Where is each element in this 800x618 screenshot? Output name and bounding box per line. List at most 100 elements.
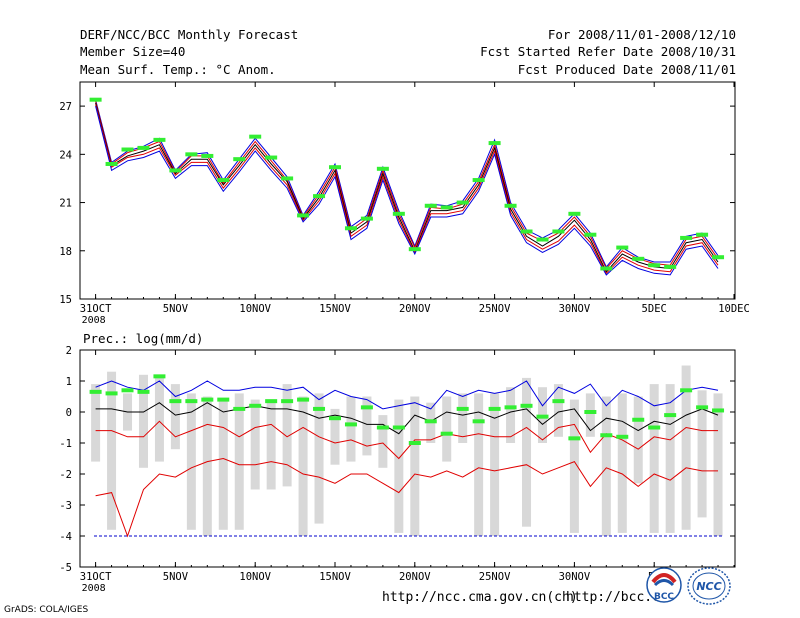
- observed-marker: [233, 157, 246, 162]
- range-bar: [506, 387, 516, 443]
- observed-marker: [568, 211, 581, 216]
- range-bar: [442, 396, 452, 462]
- range-bar: [490, 393, 500, 536]
- observed-marker: [680, 235, 693, 240]
- observed-marker: [105, 161, 118, 166]
- observed-marker: [504, 405, 517, 410]
- observed-marker: [376, 425, 389, 430]
- series-median: [95, 402, 719, 435]
- observed-marker: [105, 391, 118, 396]
- observed-marker: [552, 229, 565, 234]
- x-tick-label: 31OCT: [80, 571, 112, 583]
- x-tick-label: 15NOV: [319, 303, 351, 315]
- observed-marker: [233, 406, 246, 411]
- observed-marker: [344, 422, 357, 427]
- range-bar: [522, 377, 532, 527]
- observed-marker: [712, 408, 725, 413]
- observed-marker: [217, 178, 230, 183]
- observed-marker: [696, 405, 709, 410]
- x-tick-label: 15NOV: [319, 571, 351, 583]
- observed-marker: [648, 263, 661, 268]
- observed-marker: [392, 211, 405, 216]
- range-bar: [362, 396, 372, 456]
- range-bar: [601, 396, 611, 536]
- observed-marker: [265, 399, 278, 404]
- observed-marker: [568, 436, 581, 441]
- series-lower: [95, 105, 719, 276]
- forecast-started-date: Fcst Started Refer Date 2008/10/31: [480, 44, 736, 59]
- observed-marker: [616, 434, 629, 439]
- observed-marker: [696, 232, 709, 237]
- range-bar: [713, 393, 723, 536]
- x-tick-label: 10NOV: [239, 571, 271, 583]
- range-bar: [91, 384, 101, 462]
- forecast-produced-date: Fcst Produced Date 2008/11/01: [517, 62, 736, 77]
- x-tick-label: 5NOV: [163, 303, 189, 315]
- bcc-logo-text: BCC: [654, 592, 674, 602]
- plot-frame: [79, 349, 736, 568]
- observed-marker: [408, 247, 421, 252]
- observed-marker: [360, 405, 373, 410]
- observed-marker: [89, 97, 102, 102]
- observed-marker: [121, 388, 134, 393]
- x-tick-sublabel: 2008: [82, 583, 106, 594]
- x-tick-label: 30NOV: [559, 571, 591, 583]
- range-bar: [458, 393, 468, 443]
- range-bar: [474, 393, 484, 536]
- chart-title: DERF/NCC/BCC Monthly Forecast: [80, 27, 299, 42]
- y-tick-label: 24: [59, 149, 72, 161]
- observed-marker: [520, 403, 533, 408]
- observed-marker: [504, 203, 517, 208]
- observed-marker: [329, 165, 341, 170]
- observed-marker: [185, 152, 198, 157]
- observed-marker: [552, 399, 565, 404]
- range-bar: [697, 390, 707, 518]
- observed-marker: [536, 237, 549, 242]
- observed-marker: [536, 414, 549, 419]
- range-bar: [282, 384, 292, 487]
- range-bar: [633, 396, 643, 484]
- y-tick-label: -2: [59, 469, 72, 481]
- observed-marker: [297, 397, 310, 402]
- range-bar: [250, 399, 260, 490]
- range-bar: [346, 396, 356, 462]
- range-bar: [665, 384, 675, 533]
- x-tick-label: 10NOV: [239, 303, 271, 315]
- observed-marker: [201, 153, 214, 158]
- y-tick-label: 1: [66, 376, 72, 388]
- observed-marker: [520, 229, 533, 234]
- range-bar: [617, 393, 627, 533]
- ncc-url[interactable]: http://ncc.cma.gov.cn(ch): [382, 590, 578, 605]
- observed-marker: [584, 410, 597, 414]
- observed-marker: [408, 441, 421, 445]
- variable-label: Mean Surf. Temp.: °C Anom.: [80, 62, 276, 77]
- observed-marker: [424, 203, 437, 208]
- series-median: [95, 102, 719, 273]
- y-tick-label: 15: [59, 294, 72, 306]
- ncc-logo-text: NCC: [696, 580, 721, 593]
- range-bar: [553, 384, 563, 437]
- observed-marker: [153, 137, 166, 142]
- series-upper: [95, 380, 719, 410]
- range-bar: [394, 399, 404, 533]
- y-tick-label: 27: [59, 101, 72, 113]
- observed-marker: [488, 406, 501, 411]
- observed-marker: [664, 413, 677, 418]
- series-upper: [95, 99, 719, 268]
- observed-marker: [360, 216, 373, 221]
- y-tick-label: -1: [59, 438, 72, 450]
- range-bar: [154, 374, 164, 462]
- observed-marker: [632, 256, 645, 261]
- observed-marker: [456, 406, 469, 411]
- bcc-url[interactable]: http://bcc.c: [566, 590, 660, 605]
- y-tick-label: 21: [59, 198, 72, 210]
- observed-marker: [488, 141, 501, 146]
- series-lower-mid: [95, 104, 719, 275]
- observed-marker: [632, 417, 645, 422]
- member-size: Member Size=40: [80, 44, 186, 59]
- observed-marker: [281, 399, 294, 404]
- observed-marker: [344, 226, 357, 231]
- y-tick-label: 18: [59, 246, 72, 258]
